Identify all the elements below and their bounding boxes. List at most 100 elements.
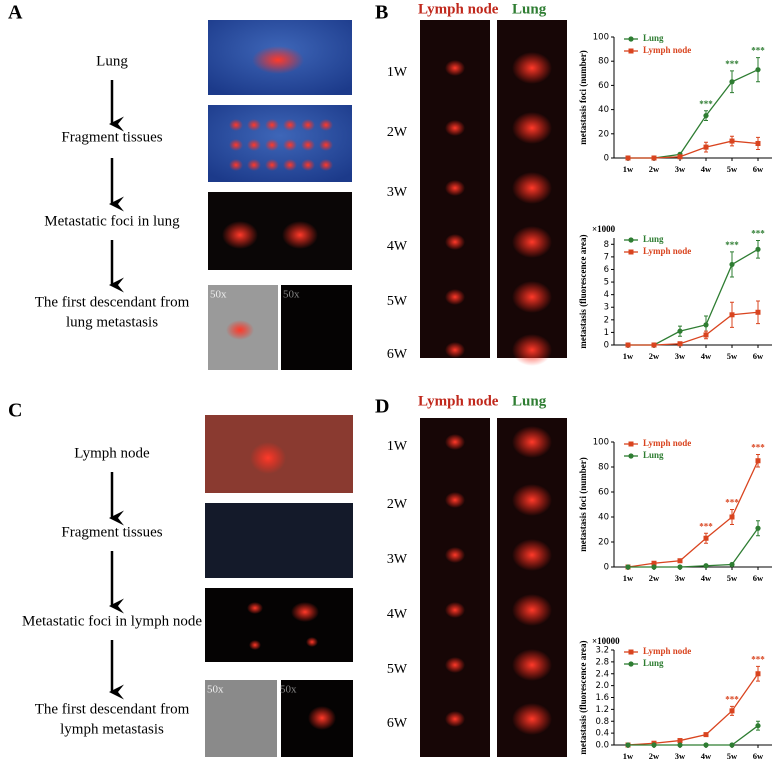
x-tick-label: 5w [727,164,738,174]
x-tick-label: 3w [675,164,686,174]
significance: *** [751,443,765,453]
x-tick-label: 3w [675,351,686,361]
y-tick-label: 80 [598,57,609,67]
series-line [627,673,759,746]
photo-signal [301,139,315,151]
photo-signal [445,657,465,673]
photo [205,503,353,578]
point [628,649,634,655]
series-line [628,311,759,346]
x-tick-label: 6w [753,164,764,174]
significance: *** [725,694,739,704]
photo-signal [512,649,552,681]
photo [205,680,277,757]
point [703,332,709,338]
photo-signal [512,112,552,144]
significance: *** [699,99,713,109]
photo-signal [283,119,297,131]
significance: *** [725,240,739,250]
point [677,738,683,744]
panel-label: B [375,2,388,24]
photo-signal [445,492,465,508]
point [755,671,761,677]
photo-signal [283,139,297,151]
point [703,563,709,569]
photo-signal [512,703,552,735]
point [703,535,709,541]
y-tick-label: 100 [593,438,609,448]
photo-signal [301,159,315,171]
y-tick-label: 2.4 [595,669,609,679]
x-tick-label: 4w [701,573,712,583]
flow-step: Lung [96,53,128,69]
y-tick-label: 20 [598,538,609,548]
y-tick-label: 2 [604,315,609,325]
y-tick-label: 0.8 [595,717,609,727]
point [651,742,657,748]
point [729,138,735,144]
point [651,155,657,161]
legend-label: Lymph node [643,246,691,256]
flow-step: The first descendant from [35,701,190,717]
photo-signal [512,539,552,571]
y-tick-label: 20 [598,129,609,139]
photo [497,418,567,757]
photo-signal [512,281,552,313]
week-label: 4W [387,607,408,622]
x-tick-label: 6w [753,351,764,361]
x-tick-label: 5w [727,351,738,361]
legend-label: Lung [643,234,664,244]
y-axis-label: metastasis foci (number) [578,457,588,551]
point [651,560,657,566]
y-tick-label: 100 [593,33,609,43]
column-header: Lung [512,1,547,17]
axis-multiplier: ×1000 [592,224,616,234]
photo-signal [445,180,465,196]
photo-signal [512,484,552,516]
x-tick-label: 4w [701,351,712,361]
photo-signal [306,637,318,647]
photo-signal [247,119,261,131]
y-tick-label: 60 [598,81,609,91]
y-tick-label: 1.2 [595,705,609,715]
y-tick-label: 8 [604,240,609,250]
y-tick-label: 0.0 [595,741,609,751]
column-header: Lymph node [418,393,499,409]
flow-step: lymph metastasis [60,721,164,737]
point [625,742,631,748]
photo-signal [229,119,243,131]
point [677,154,683,160]
significance: *** [725,498,739,508]
photo-signal [229,139,243,151]
week-label: 4W [387,239,408,254]
photo-signal [247,139,261,151]
photo-signal [445,602,465,618]
photo-signal [319,119,333,131]
y-tick-label: 1 [604,328,609,338]
week-label: 2W [387,125,408,140]
point [651,564,657,570]
week-label: 6W [387,716,408,731]
photo-signal [512,334,552,366]
photo-signal [222,221,258,249]
y-tick-label: 4 [604,290,609,300]
y-tick-label: 3 [604,303,609,313]
y-tick-label: 7 [604,252,609,262]
photo-signal [283,159,297,171]
photo-signal [445,60,465,76]
legend-label: Lymph node [643,438,691,448]
point [703,742,709,748]
legend-label: Lung [643,450,664,460]
series-line [627,460,759,568]
y-tick-label: 2.0 [595,681,609,691]
flow-step: The first descendant from [35,294,190,310]
week-label: 6W [387,347,408,362]
photo-signal [308,706,336,730]
photo-signal [319,159,333,171]
photo-signal [445,234,465,250]
legend-label: Lung [643,33,664,43]
photo-signal [265,159,279,171]
photo-signal [229,159,243,171]
week-label: 1W [387,65,408,80]
